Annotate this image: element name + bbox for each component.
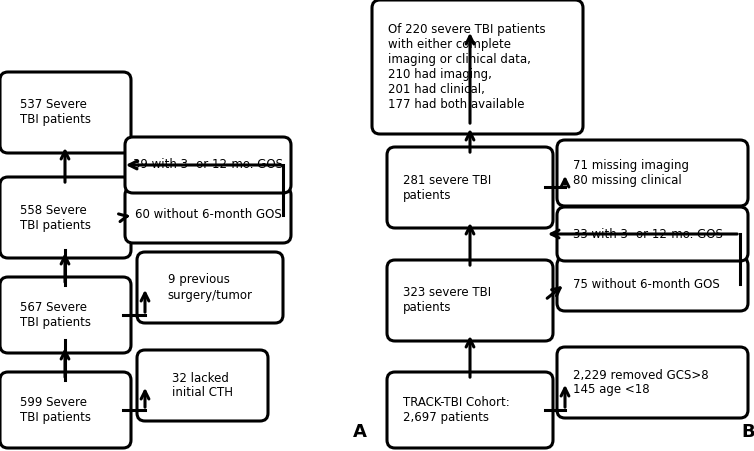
Text: B: B [741, 423, 754, 441]
FancyBboxPatch shape [387, 372, 553, 448]
FancyBboxPatch shape [125, 137, 291, 193]
Text: 537 Severe
TBI patients: 537 Severe TBI patients [20, 98, 91, 126]
FancyBboxPatch shape [557, 257, 748, 311]
Text: Of 220 severe TBI patients
with either complete
imaging or clinical data,
210 ha: Of 220 severe TBI patients with either c… [388, 23, 546, 111]
FancyBboxPatch shape [125, 187, 291, 243]
FancyBboxPatch shape [137, 252, 283, 323]
Text: 60 without 6-month GOS: 60 without 6-month GOS [135, 208, 281, 221]
Text: 33 with 3- or 12-mo. GOS: 33 with 3- or 12-mo. GOS [573, 227, 723, 240]
Text: 567 Severe
TBI patients: 567 Severe TBI patients [20, 301, 91, 329]
FancyBboxPatch shape [0, 372, 131, 448]
Text: 32 lacked
initial CTH: 32 lacked initial CTH [172, 372, 233, 400]
Text: 281 severe TBI
patients: 281 severe TBI patients [403, 174, 492, 202]
Text: 71 missing imaging
80 missing clinical: 71 missing imaging 80 missing clinical [573, 159, 689, 187]
Text: 9 previous
surgery/tumor: 9 previous surgery/tumor [167, 273, 253, 302]
FancyBboxPatch shape [137, 350, 268, 421]
FancyBboxPatch shape [0, 277, 131, 353]
FancyBboxPatch shape [0, 72, 131, 153]
Text: A: A [353, 423, 367, 441]
Text: 39 with 3- or 12-mo. GOS: 39 with 3- or 12-mo. GOS [133, 158, 283, 171]
FancyBboxPatch shape [557, 140, 748, 206]
Text: 323 severe TBI
patients: 323 severe TBI patients [403, 286, 491, 314]
FancyBboxPatch shape [372, 0, 583, 134]
Text: 599 Severe
TBI patients: 599 Severe TBI patients [20, 396, 91, 424]
FancyBboxPatch shape [387, 147, 553, 228]
Text: 75 without 6-month GOS: 75 without 6-month GOS [573, 277, 720, 290]
FancyBboxPatch shape [557, 347, 748, 418]
FancyBboxPatch shape [0, 177, 131, 258]
Text: 558 Severe
TBI patients: 558 Severe TBI patients [20, 203, 91, 231]
FancyBboxPatch shape [387, 260, 553, 341]
FancyBboxPatch shape [557, 207, 748, 261]
Text: 2,229 removed GCS>8
145 age <18: 2,229 removed GCS>8 145 age <18 [573, 368, 709, 396]
Text: TRACK-TBI Cohort:
2,697 patients: TRACK-TBI Cohort: 2,697 patients [403, 396, 510, 424]
